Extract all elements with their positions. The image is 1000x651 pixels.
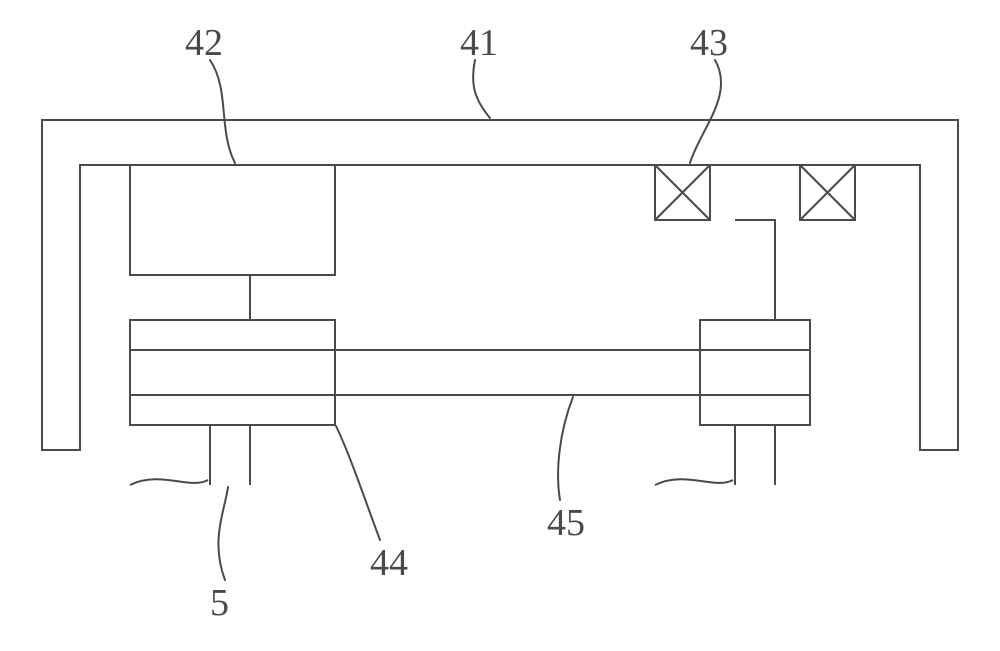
shape-shaft_motor_stub — [210, 275, 250, 320]
leader-lbl41 — [473, 60, 490, 118]
leader-lbl43 — [690, 60, 721, 163]
curve-oc_left — [130, 479, 208, 485]
leader-lbl5 — [218, 487, 228, 580]
shape-shaft_bearing_stub — [735, 220, 775, 320]
leader-lbl42 — [210, 60, 235, 163]
shape-motor_block — [130, 165, 335, 275]
shape-roller_left — [130, 320, 335, 425]
label-lbl43: 43 — [690, 22, 728, 64]
leader-lbl44 — [336, 426, 380, 540]
curve-oc_right — [655, 479, 733, 485]
shape-bracket_outer — [42, 120, 958, 450]
shape-stub_below_right — [735, 425, 775, 485]
shape-stub_below_left — [210, 425, 250, 485]
label-lbl44: 44 — [370, 542, 408, 584]
label-lbl5: 5 — [210, 582, 229, 624]
leader-lbl45 — [558, 397, 573, 500]
label-lbl45: 45 — [547, 502, 585, 544]
label-lbl41: 41 — [460, 22, 498, 64]
shape-roller_right — [700, 320, 810, 425]
label-lbl42: 42 — [185, 22, 223, 64]
